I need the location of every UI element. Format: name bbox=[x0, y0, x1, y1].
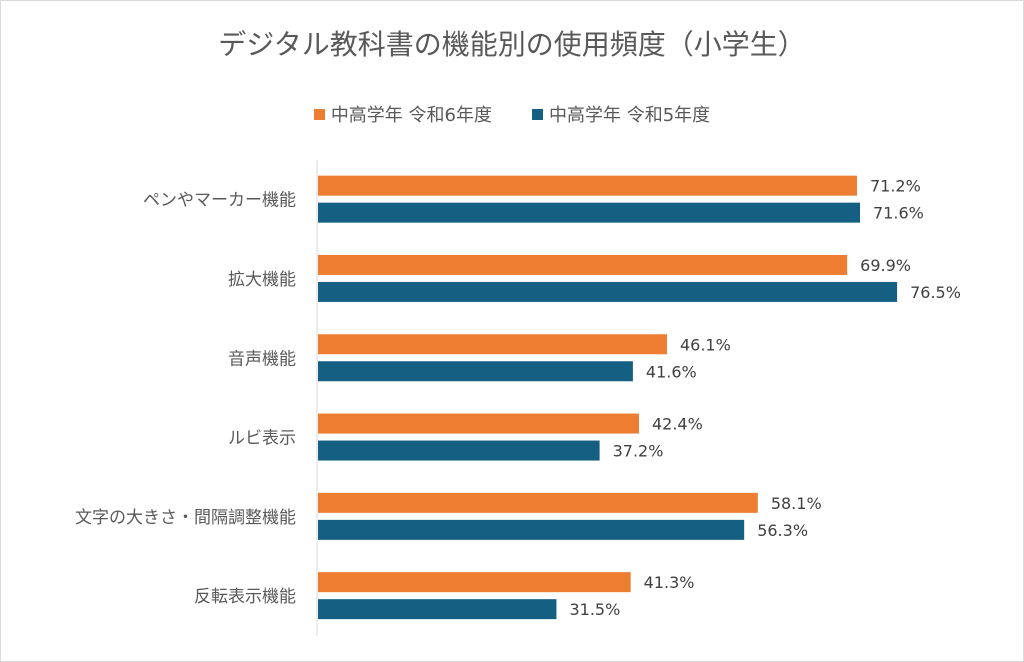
bar-r5 bbox=[318, 202, 861, 223]
data-label: 31.5% bbox=[569, 600, 620, 619]
legend-label-r6: 中高学年 令和6年度 bbox=[330, 105, 492, 126]
legend-item-r5: 中高学年 令和5年度 bbox=[532, 101, 710, 127]
bar-r6 bbox=[318, 334, 667, 355]
bar-r5 bbox=[318, 281, 898, 302]
data-label: 69.9% bbox=[860, 256, 911, 275]
chart-title: デジタル教科書の機能別の使用頻度（小学生） bbox=[218, 28, 806, 61]
category-label: ペンやマーカー機能 bbox=[143, 191, 296, 211]
data-label: 37.2% bbox=[613, 442, 664, 461]
bar-r5 bbox=[318, 599, 557, 620]
bar-r5 bbox=[318, 440, 600, 461]
data-label: 76.5% bbox=[910, 283, 961, 302]
data-label: 41.3% bbox=[644, 573, 695, 592]
category-label: 拡大機能 bbox=[228, 270, 296, 290]
data-label: 71.6% bbox=[873, 204, 924, 223]
data-label: 42.4% bbox=[652, 415, 703, 434]
bar-r5 bbox=[318, 361, 633, 382]
category-label: 文字の大きさ・間隔調整機能 bbox=[75, 508, 296, 528]
bar-r6 bbox=[318, 175, 857, 196]
bar-r6 bbox=[318, 492, 758, 513]
legend-swatch-r6 bbox=[313, 108, 325, 120]
category-label: ルビ表示 bbox=[228, 429, 296, 449]
data-label: 56.3% bbox=[757, 521, 808, 540]
bar-r6 bbox=[318, 254, 848, 275]
bar-r6 bbox=[318, 572, 631, 593]
legend-item-r6: 中高学年 令和6年度 bbox=[313, 101, 492, 127]
data-label: 46.1% bbox=[680, 335, 731, 354]
bar-r6 bbox=[318, 413, 639, 434]
bar-r5 bbox=[318, 519, 745, 540]
data-label: 58.1% bbox=[771, 494, 822, 513]
category-label: 音声機能 bbox=[228, 349, 296, 369]
legend-label-r5: 中高学年 令和5年度 bbox=[549, 105, 711, 126]
legend-swatch-r5 bbox=[532, 108, 543, 120]
category-label: 反転表示機能 bbox=[194, 587, 296, 607]
data-label: 41.6% bbox=[646, 362, 697, 381]
legend: 中高学年 令和6年度 中高学年 令和5年度 bbox=[1, 101, 1023, 127]
data-label: 71.2% bbox=[870, 177, 921, 196]
